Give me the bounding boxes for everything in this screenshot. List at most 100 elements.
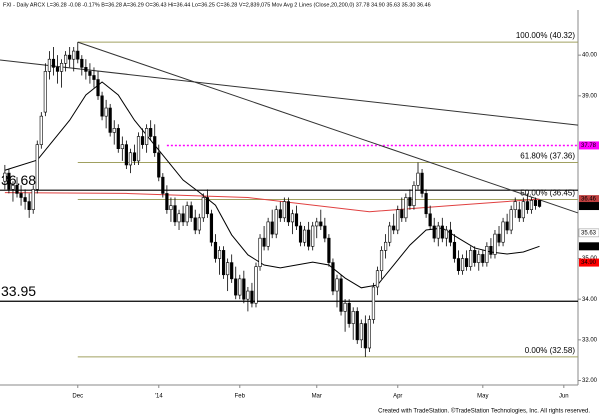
level-label: 33.95 [1,283,36,299]
price-badge-label: 35.63 [581,230,597,236]
candle-body [136,136,141,162]
candle-body [266,221,270,247]
x-tick-label: Jun [559,394,569,400]
candle-body [161,176,165,194]
candle-body [27,201,31,211]
candle-body [460,258,465,272]
candle-body [209,213,214,243]
candle-body [359,323,363,341]
candle-body [290,213,295,223]
candle-body [371,286,376,320]
y-tick-label: 33.00 [582,337,598,343]
candle-body [497,233,501,243]
candle-body [274,209,278,235]
price-badge-label: 37.78 [581,143,597,149]
candle-body [84,67,88,72]
candle-body [428,213,432,227]
price-badge [579,258,599,267]
candle-body [242,278,246,300]
price-badge [578,228,599,238]
x-tick-label: Feb [235,394,246,400]
candle-body [92,75,96,80]
candle-body [319,221,323,227]
candle-body [343,302,347,312]
candle-body [120,144,124,149]
candle-body [169,205,173,211]
candle-body [3,172,7,182]
candle-body [43,71,47,113]
candle-body [521,201,525,219]
candle-body [112,128,116,133]
candle-body [469,250,473,267]
candle-body [55,67,60,72]
candle-body [286,201,290,223]
candle-body [205,197,209,215]
candle-body [315,221,319,227]
candle-body [128,152,133,166]
candle-body [213,241,218,259]
candle-body [513,201,517,211]
moving-average [4,192,540,213]
candle-body [375,270,380,288]
candle-body [525,201,529,211]
candle-body [76,50,80,60]
candle-body [31,189,35,211]
candle-body [59,62,64,72]
trendline [0,59,579,126]
candle-body [132,152,137,162]
candle-body [181,213,185,223]
candle-body [258,237,262,267]
candle-body [311,225,315,247]
candle-body [11,184,15,190]
candle-body [149,128,153,137]
candle-body [400,209,404,219]
y-tick-label: 40.00 [582,53,598,59]
candle-body [250,290,254,304]
price-badge-label: 36.29 [581,204,597,210]
candle-body [416,172,420,186]
candle-body [412,184,416,206]
candle-body [140,136,145,145]
candle-body [217,250,222,259]
candle-body [363,323,367,349]
candle-body [173,205,177,223]
candle-body [270,221,274,235]
y-tick-label: 39.00 [582,93,598,99]
candle-body [448,229,453,243]
price-badge [579,242,599,251]
candle-body [104,107,108,117]
candle-body [444,229,448,239]
candle-body [238,278,242,296]
candle-body [96,79,100,97]
candle-body [384,241,388,251]
candle-body [537,200,542,207]
candle-body [35,144,39,190]
candle-body [47,58,52,72]
candle-body [404,197,408,219]
candle-body [88,71,92,76]
candle-body [72,50,76,60]
candle-body [335,278,339,292]
fib-label: 0.00% (32.58) [525,346,576,355]
x-tick-label: Dec [72,394,83,400]
candle-body [388,225,392,243]
candle-body [509,209,513,231]
candle-body [485,246,489,263]
candle-body [201,197,205,219]
candle-body [355,311,359,341]
candle-body [221,250,226,276]
price-badge-label: 36.46 [581,197,597,203]
candle-body [153,136,157,154]
candle-body [15,184,19,194]
candle-body [23,197,27,202]
candle-body [452,241,457,259]
candle-body [165,193,169,211]
candle-body [473,250,477,263]
fib-label: 50.00% (36.45) [520,189,575,198]
candle-body [396,209,400,231]
candle-body [501,221,505,243]
candle-body [177,213,181,223]
candle-body [408,197,412,206]
candle-body [39,115,43,145]
